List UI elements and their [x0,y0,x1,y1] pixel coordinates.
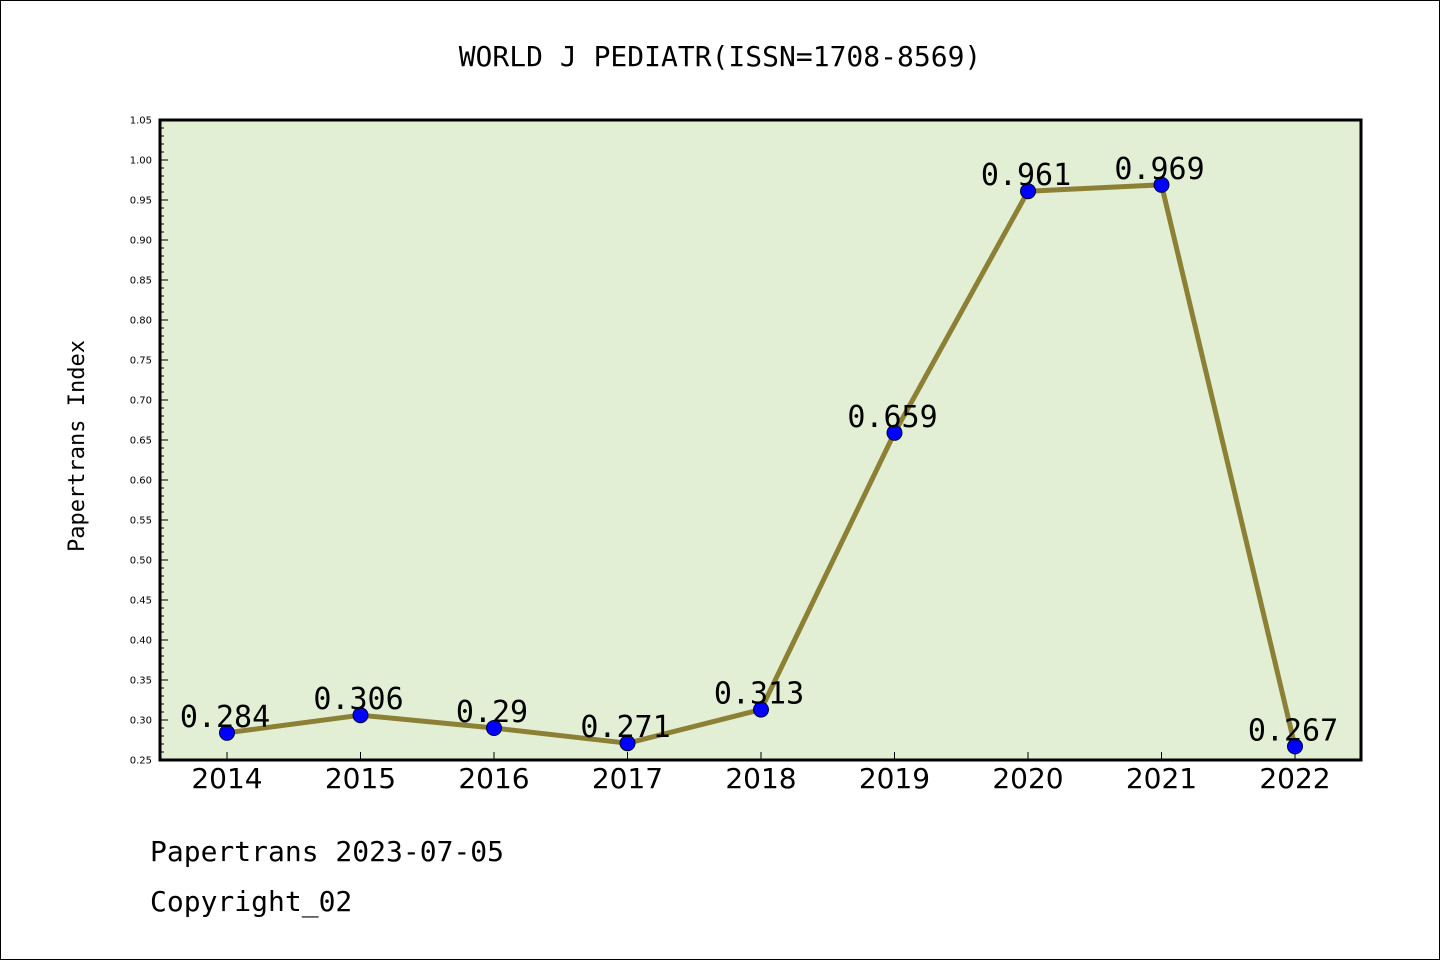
y-tick-label: 0.75 [130,356,152,367]
data-point-marker [352,707,369,724]
data-label: 0.969 [1114,152,1204,187]
y-tick-label: 0.70 [130,396,152,407]
footer-copyright: Copyright_02 [150,885,353,918]
data-point-marker [753,701,769,718]
y-tick-label: 0.65 [130,436,152,447]
data-label: 0.961 [981,158,1071,193]
y-tick-label: 0.25 [130,756,152,767]
data-point-marker [1287,738,1303,755]
chart-title: WORLD J PEDIATR(ISSN=1708-8569) [459,40,982,73]
data-label: 0.271 [580,710,670,745]
x-tick-label: 2015 [325,762,396,795]
y-tick-label: 0.90 [130,236,152,247]
x-tick-label: 2022 [1259,762,1330,795]
plot-area [160,120,1361,760]
data-point-marker [486,720,502,736]
data-label: 0.29 [456,695,528,730]
y-tick-label: 1.00 [130,156,152,167]
y-tick-label: 0.35 [130,676,152,687]
data-label: 0.313 [714,677,804,712]
data-label: 0.267 [1248,713,1338,748]
data-point-marker [619,735,636,752]
y-axis-label: Papertrans Index [65,340,90,552]
y-tick-label: 0.80 [130,316,152,327]
data-point-marker [219,724,235,741]
data-point-marker [1020,183,1036,200]
x-axis-ticks: 2014 2015 2016 2017 2018 2019 2020 2021 2022 [191,752,1331,795]
series-line [219,176,1303,755]
y-tick-label: 0.55 [130,516,152,527]
x-tick-label: 2020 [992,762,1063,795]
y-tick-label: 0.45 [130,596,152,607]
y-tick-label: 0.50 [130,556,152,567]
x-tick-label: 2018 [725,762,796,795]
data-label: 0.659 [847,400,937,435]
x-tick-label: 2021 [1126,762,1197,795]
data-labels: 0.284 0.306 0.29 0.271 0.313 0.659 0.961 0.969 0… [180,152,1338,749]
data-label: 0.306 [313,682,403,717]
y-tick-label: 0.30 [130,716,152,727]
y-tick-label: 1.05 [130,116,152,127]
data-point-marker [1153,176,1170,193]
data-point-marker [886,424,903,441]
x-tick-label: 2017 [592,762,663,795]
footer-date: Papertrans 2023-07-05 [150,835,505,868]
x-tick-label: 2016 [458,762,529,795]
x-tick-label: 2019 [859,762,930,795]
x-tick-label: 2014 [191,762,262,795]
y-tick-label: 0.40 [130,636,152,647]
y-tick-label: 0.95 [130,196,152,207]
plot-border [158,118,1363,762]
data-label: 0.284 [180,700,270,735]
y-tick-label: 0.85 [130,276,152,287]
y-tick-label: 0.60 [130,476,152,487]
